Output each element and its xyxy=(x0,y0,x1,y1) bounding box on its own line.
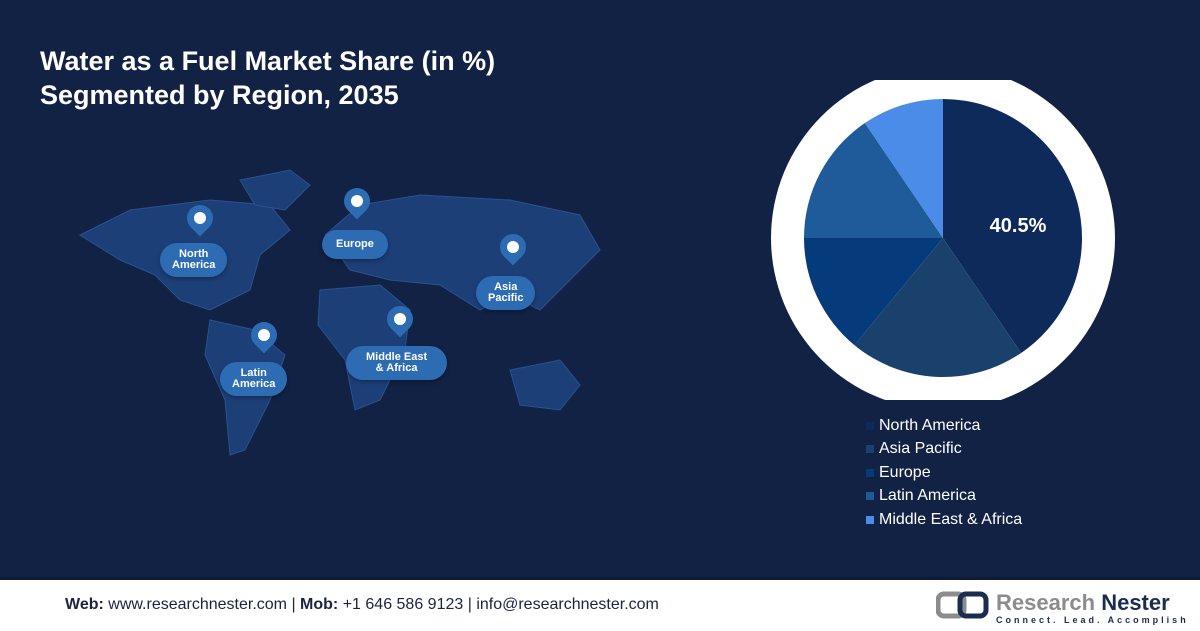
legend-item: North America xyxy=(866,414,1022,438)
map-europe-asia xyxy=(324,194,601,311)
map-label-north-america[interactable]: North America xyxy=(160,243,228,277)
logo-icon xyxy=(935,591,989,619)
legend-swatch xyxy=(866,492,874,501)
legend-swatch xyxy=(866,515,874,524)
legend-item: Asia Pacific xyxy=(866,438,1022,462)
pie-slice-asia-pacific xyxy=(854,238,1022,378)
title-line-2: Segmented by Region, 2035 xyxy=(40,80,399,110)
contact-info: Web: www.researchnester.com | Mob: +1 64… xyxy=(65,596,659,613)
map-australia xyxy=(509,359,581,411)
pie-slice-middle-east-africa xyxy=(864,99,943,238)
legend-label: North America xyxy=(879,416,981,434)
legend-item: Middle East & Africa xyxy=(866,508,1022,532)
phone: +1 646 586 9123 xyxy=(342,596,464,613)
map-label-asia-pacific[interactable]: Asia Pacific xyxy=(476,276,536,310)
legend-swatch xyxy=(866,445,874,454)
research-nester-logo: Research Nester Connect. Lead. Accomplis… xyxy=(935,590,1186,625)
legend-swatch xyxy=(866,468,874,477)
map-greenland xyxy=(239,169,311,211)
legend-swatch xyxy=(866,421,874,430)
pie-slice-latin-america xyxy=(804,123,943,238)
legend-item: Latin America xyxy=(866,485,1022,509)
email-link[interactable]: info@researchnester.com xyxy=(476,596,659,613)
map-label-latin-america[interactable]: Latin America xyxy=(220,362,288,396)
map-label-middle-east-africa[interactable]: Middle East & Africa xyxy=(346,346,448,380)
title-line-1: Water as a Fuel Market Share (in %) xyxy=(40,46,496,76)
chart-title: Water as a Fuel Market Share (in %) Segm… xyxy=(40,44,495,112)
footer: Web: www.researchnester.com | Mob: +1 64… xyxy=(0,577,1200,631)
map-label-europe[interactable]: Europe xyxy=(322,230,388,259)
world-map xyxy=(78,169,601,456)
data-label: 40.5% xyxy=(990,215,1047,237)
legend-label: Middle East & Africa xyxy=(879,510,1023,528)
legend-label: Asia Pacific xyxy=(879,440,962,458)
legend-label: Latin America xyxy=(879,487,976,505)
legend-item: Europe xyxy=(866,461,1022,485)
legend-label: Europe xyxy=(879,463,931,481)
legend: North America Asia Pacific Europe Latin Ame… xyxy=(866,414,1022,532)
pie-chart: 40.5% xyxy=(771,80,1115,400)
pie-slice-europe xyxy=(804,238,943,346)
pie-slice-north-america xyxy=(943,99,1082,353)
web-link[interactable]: www.researchnester.com xyxy=(108,596,287,613)
